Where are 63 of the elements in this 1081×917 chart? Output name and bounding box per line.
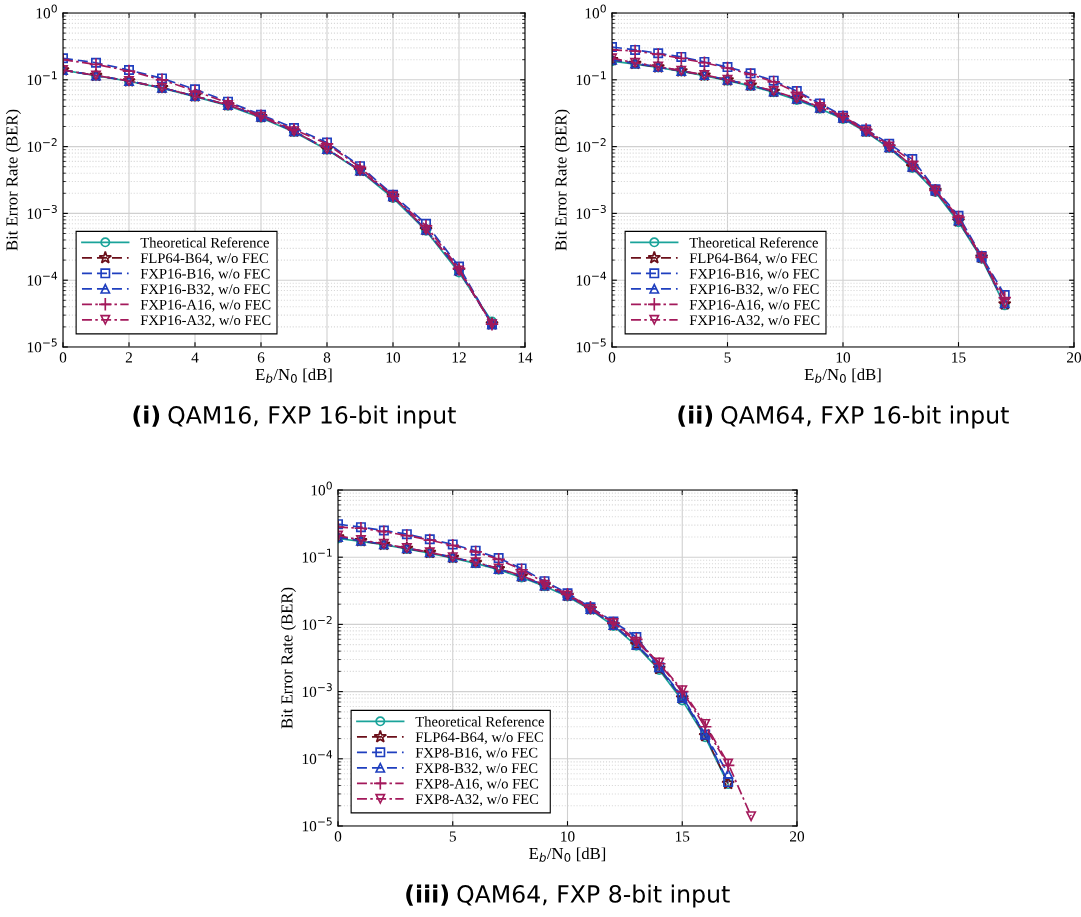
x-tick-label: 4 <box>191 352 199 363</box>
legend-label: FXP16-A16, w/o FEC <box>689 299 820 312</box>
x-tick-label: 5 <box>724 352 731 363</box>
y-tick-label: 10$^{−3}$ <box>302 683 332 698</box>
x-tick-label: 8 <box>323 352 331 363</box>
y-tick-label: 10$^{0}$ <box>585 4 606 19</box>
x-tick-label: 15 <box>952 352 966 363</box>
x-tick-label: 0 <box>608 352 616 363</box>
y-tick-label: 10$^{−2}$ <box>27 138 57 153</box>
x-tick-label: 6 <box>257 352 265 363</box>
legend-label: Theoretical Reference <box>415 716 544 727</box>
x-tick-label: 2 <box>125 352 132 363</box>
text: (i) QAM16, FXP 16-bit input <box>133 405 456 429</box>
y-tick-label: 10$^{−3}$ <box>27 204 57 219</box>
legend-label: FXP8-A16, w/o FEC <box>415 778 539 791</box>
legend-label: FXP16-A16, w/o FEC <box>140 299 271 312</box>
x-tick-label: 12 <box>452 352 466 363</box>
legend-label: Theoretical Reference <box>140 237 269 248</box>
legend-label: FLP64-B64, w/o FEC <box>140 253 268 266</box>
text: (ii) QAM64, FXP 16-bit input <box>678 405 1009 429</box>
legend-label: FXP16-A32, w/o FEC <box>140 315 271 328</box>
y-tick-label: 10$^{−1}$ <box>576 71 606 86</box>
x-tick-label: 0 <box>334 831 342 842</box>
x-tick-label: 20 <box>790 831 805 842</box>
y-tick-label: 10$^{−1}$ <box>27 71 57 86</box>
y-tick-label: 10$^{−2}$ <box>302 615 332 630</box>
y-axis-title: Bit Error Rate (BER) <box>280 587 296 729</box>
x-axis-title: E$_{b}$/N$_{0}$ [dB] <box>529 847 606 862</box>
y-tick-label: 10$^{0}$ <box>311 481 332 496</box>
legend-label: FXP16-B32, w/o FEC <box>689 284 819 297</box>
x-tick-label: 0 <box>59 352 67 363</box>
text: (iii) QAM64, FXP 8-bit input <box>406 884 730 908</box>
x-tick-label: 15 <box>675 831 690 842</box>
y-tick-label: 10$^{−3}$ <box>576 204 606 219</box>
y-tick-label: 10$^{0}$ <box>36 4 57 19</box>
y-tick-label: 10$^{−4}$ <box>302 750 333 765</box>
y-axis-title: Bit Error Rate (BER) <box>5 109 21 251</box>
x-axis-title: E$_{b}$/N$_{0}$ [dB] <box>255 368 332 383</box>
legend-label: FLP64-B64, w/o FEC <box>689 253 817 266</box>
y-tick-label: 10$^{−5}$ <box>302 817 332 832</box>
y-tick-label: 10$^{−5}$ <box>576 338 606 353</box>
legend-label: FXP16-B32, w/o FEC <box>140 284 270 297</box>
y-tick-label: 10$^{−2}$ <box>576 138 606 153</box>
y-tick-label: 10$^{−4}$ <box>576 271 607 286</box>
legend-label: Theoretical Reference <box>689 237 818 248</box>
y-tick-label: 10$^{−1}$ <box>302 548 332 563</box>
legend-label: FXP16-B16, w/o FEC <box>140 268 270 281</box>
x-tick-label: 20 <box>1067 352 1081 363</box>
legend-label: FXP16-A32, w/o FEC <box>689 315 820 328</box>
y-axis-title: Bit Error Rate (BER) <box>554 109 570 251</box>
x-tick-label: 10 <box>561 831 575 842</box>
y-tick-label: 10$^{−4}$ <box>27 271 58 286</box>
x-tick-label: 14 <box>518 352 533 363</box>
x-tick-label: 10 <box>836 352 851 363</box>
x-axis-title: E$_{b}$/N$_{0}$ [dB] <box>804 368 881 383</box>
legend-label: FXP8-A32, w/o FEC <box>415 794 539 807</box>
legend-label: FXP16-B16, w/o FEC <box>689 268 819 281</box>
y-tick-label: 10$^{−5}$ <box>27 338 57 353</box>
legend-label: FXP8-B16, w/o FEC <box>415 747 538 760</box>
x-tick-label: 10 <box>386 352 401 363</box>
legend-label: FXP8-B32, w/o FEC <box>415 763 538 776</box>
legend-label: FLP64-B64, w/o FEC <box>415 732 543 745</box>
x-tick-label: 5 <box>449 831 456 842</box>
